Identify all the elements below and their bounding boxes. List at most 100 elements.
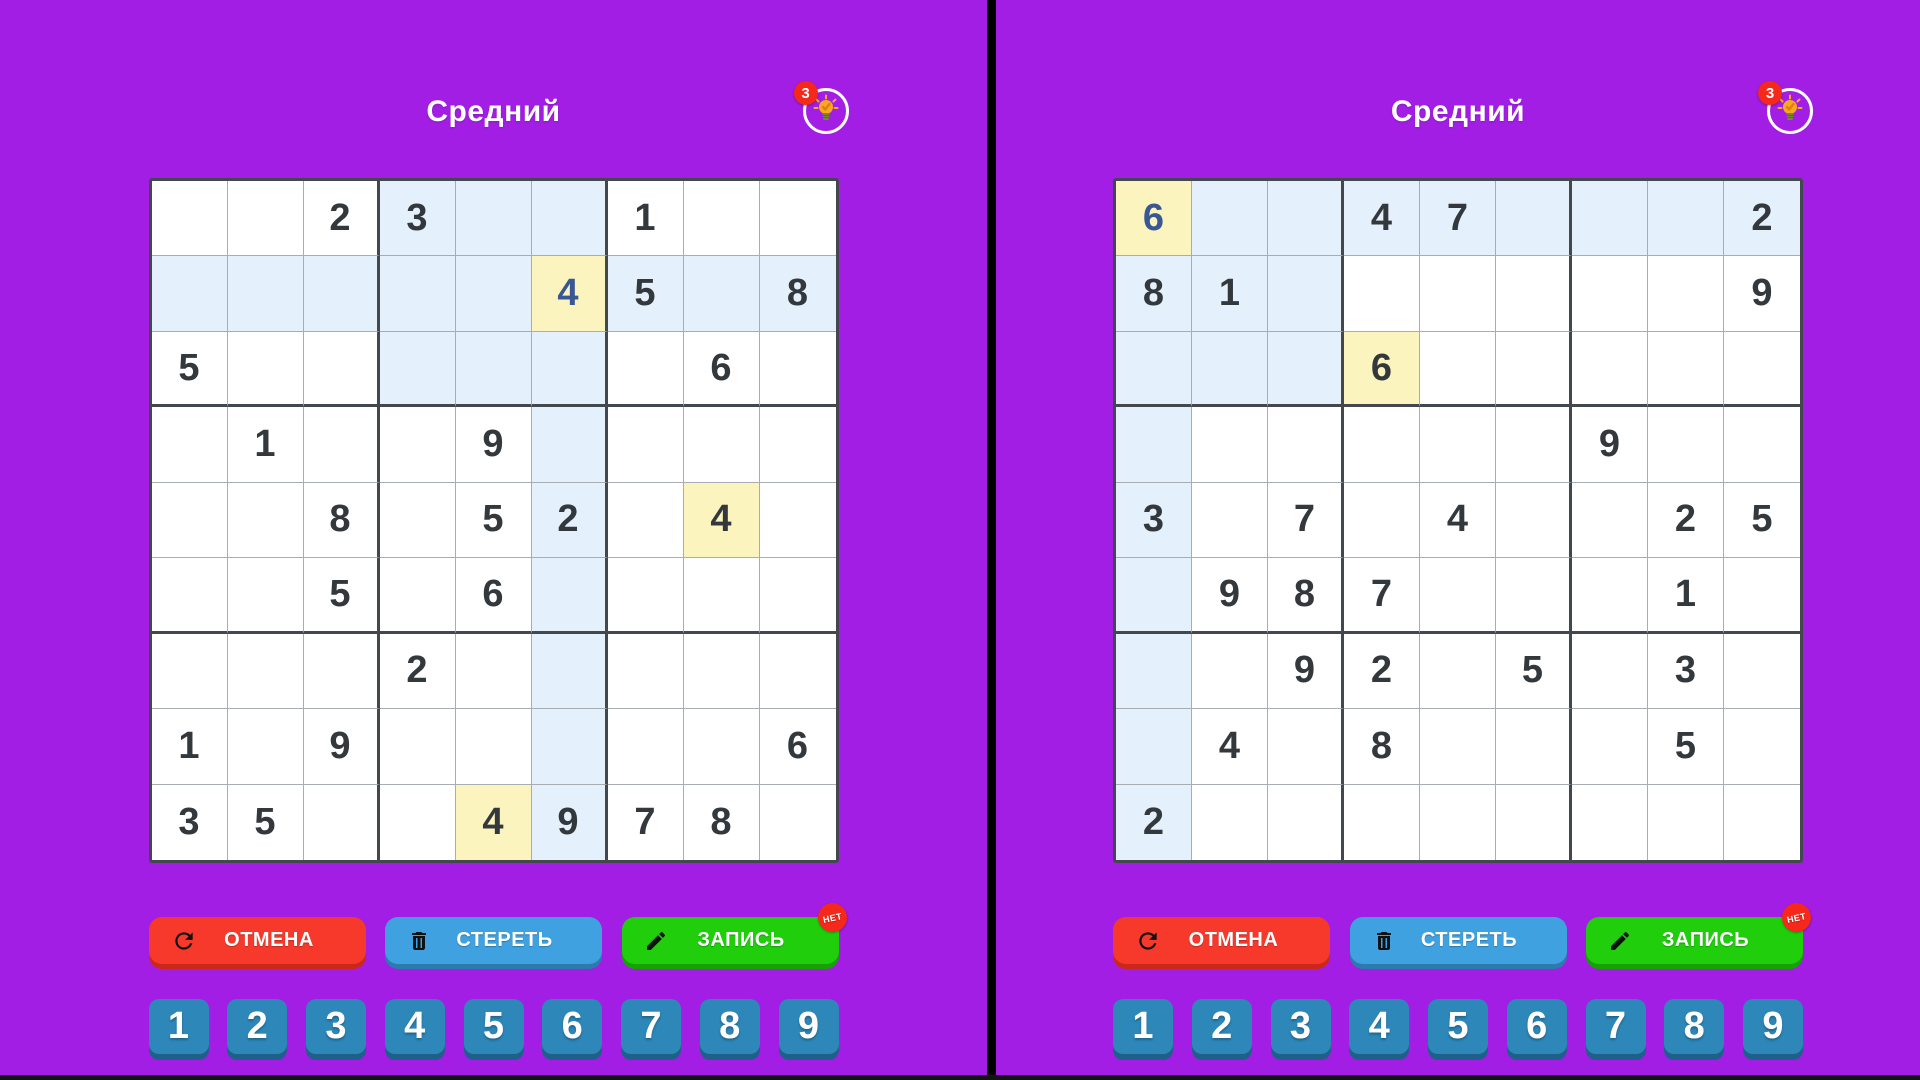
grid-cell[interactable] xyxy=(151,256,228,332)
grid-cell[interactable]: 2 xyxy=(1648,482,1724,559)
grid-cell[interactable]: 4 xyxy=(1420,482,1496,559)
numpad-button-8[interactable]: 8 xyxy=(699,999,760,1054)
grid-cell[interactable] xyxy=(1572,633,1648,710)
grid-cell[interactable] xyxy=(455,633,532,710)
grid-cell[interactable] xyxy=(683,181,760,257)
grid-cell[interactable]: 6 xyxy=(1344,331,1420,408)
grid-cell[interactable] xyxy=(379,482,456,559)
grid-cell[interactable]: 2 xyxy=(531,482,608,559)
grid-cell[interactable] xyxy=(759,181,836,257)
grid-cell[interactable]: 8 xyxy=(1116,256,1192,332)
grid-cell[interactable] xyxy=(607,331,684,408)
grid-cell[interactable]: 6 xyxy=(759,709,836,785)
grid-cell[interactable]: 7 xyxy=(1344,558,1420,634)
notes-button[interactable]: ЗАПИСЬ НЕТ xyxy=(621,900,850,964)
numpad-button-7[interactable]: 7 xyxy=(621,999,681,1054)
grid-cell[interactable]: 3 xyxy=(151,784,228,860)
grid-cell[interactable]: 9 xyxy=(455,407,532,483)
grid-cell[interactable] xyxy=(303,331,380,408)
grid-cell[interactable] xyxy=(1724,331,1800,408)
notes-button[interactable]: ЗАПИСЬ НЕТ xyxy=(1586,900,1814,964)
grid-cell[interactable] xyxy=(1268,709,1344,785)
grid-cell[interactable] xyxy=(379,558,456,634)
grid-cell[interactable] xyxy=(1420,256,1496,332)
grid-cell[interactable]: 5 xyxy=(455,482,532,559)
grid-cell[interactable]: 6 xyxy=(683,331,760,408)
grid-cell[interactable]: 6 xyxy=(455,558,532,634)
grid-cell[interactable]: 1 xyxy=(151,709,228,785)
grid-cell[interactable] xyxy=(1496,709,1572,785)
grid-cell[interactable] xyxy=(1192,482,1268,559)
grid-cell[interactable] xyxy=(1572,784,1648,860)
numpad-button-3[interactable]: 3 xyxy=(1270,999,1331,1054)
grid-cell[interactable] xyxy=(1116,558,1192,634)
hint-button[interactable]: 3 xyxy=(1758,81,1813,134)
grid-cell[interactable] xyxy=(1420,784,1496,860)
grid-cell[interactable]: 3 xyxy=(1648,633,1724,710)
grid-cell[interactable] xyxy=(1572,709,1648,785)
grid-cell[interactable] xyxy=(227,709,304,785)
grid-cell[interactable] xyxy=(759,558,836,634)
grid-cell[interactable] xyxy=(151,482,228,559)
grid-cell[interactable]: 1 xyxy=(607,181,684,257)
grid-cell[interactable] xyxy=(759,633,836,710)
grid-cell[interactable] xyxy=(1572,256,1648,332)
grid-cell[interactable] xyxy=(1496,482,1572,559)
grid-cell[interactable]: 9 xyxy=(1192,558,1268,634)
grid-cell[interactable] xyxy=(531,331,608,408)
numpad-button-2[interactable]: 2 xyxy=(227,999,288,1054)
grid-cell[interactable] xyxy=(1268,256,1344,332)
grid-cell[interactable]: 9 xyxy=(1572,407,1648,483)
grid-cell[interactable] xyxy=(227,482,304,559)
grid-cell[interactable] xyxy=(531,407,608,483)
grid-cell[interactable] xyxy=(1268,784,1344,860)
grid-cell[interactable]: 5 xyxy=(1648,709,1724,785)
grid-cell[interactable] xyxy=(683,407,760,483)
grid-cell[interactable] xyxy=(1648,407,1724,483)
numpad-button-5[interactable]: 5 xyxy=(463,999,524,1054)
grid-cell[interactable] xyxy=(455,181,532,257)
grid-cell[interactable] xyxy=(379,709,456,785)
grid-cell[interactable] xyxy=(1420,633,1496,710)
grid-cell[interactable] xyxy=(1724,558,1800,634)
grid-cell[interactable] xyxy=(531,709,608,785)
numpad-button-3[interactable]: 3 xyxy=(306,999,366,1054)
numpad-button-1[interactable]: 1 xyxy=(148,999,209,1054)
grid-cell[interactable] xyxy=(1648,181,1724,257)
erase-button[interactable]: СТЕРЕТЬ xyxy=(1349,917,1567,964)
grid-cell[interactable] xyxy=(1116,407,1192,483)
grid-cell[interactable] xyxy=(1724,784,1800,860)
grid-cell[interactable] xyxy=(607,407,684,483)
grid-cell[interactable]: 2 xyxy=(1344,633,1420,710)
grid-cell[interactable] xyxy=(1724,709,1800,785)
grid-cell[interactable] xyxy=(1496,558,1572,634)
grid-cell[interactable] xyxy=(1572,482,1648,559)
grid-cell[interactable] xyxy=(1116,709,1192,785)
grid-cell[interactable]: 7 xyxy=(607,784,684,860)
grid-cell[interactable] xyxy=(227,558,304,634)
grid-cell[interactable] xyxy=(683,558,760,634)
numpad-button-4[interactable]: 4 xyxy=(384,999,445,1054)
grid-cell[interactable] xyxy=(1496,181,1572,257)
grid-cell[interactable]: 2 xyxy=(1116,784,1192,860)
grid-cell[interactable]: 2 xyxy=(303,181,380,257)
grid-cell[interactable] xyxy=(303,784,380,860)
grid-cell[interactable] xyxy=(303,633,380,710)
grid-cell[interactable] xyxy=(607,482,684,559)
grid-cell[interactable] xyxy=(1268,181,1344,257)
grid-cell[interactable] xyxy=(1572,181,1648,257)
grid-cell[interactable] xyxy=(759,407,836,483)
grid-cell[interactable] xyxy=(1496,331,1572,408)
numpad-button-5[interactable]: 5 xyxy=(1428,999,1488,1054)
grid-cell[interactable]: 7 xyxy=(1268,482,1344,559)
grid-cell[interactable] xyxy=(1268,407,1344,483)
grid-cell[interactable] xyxy=(227,256,304,332)
grid-cell[interactable]: 5 xyxy=(151,331,228,408)
grid-cell[interactable] xyxy=(151,407,228,483)
grid-cell[interactable]: 9 xyxy=(303,709,380,785)
grid-cell[interactable] xyxy=(683,256,760,332)
grid-cell[interactable] xyxy=(1420,558,1496,634)
hint-button[interactable]: 3 xyxy=(793,81,849,134)
grid-cell[interactable] xyxy=(1420,709,1496,785)
grid-cell[interactable] xyxy=(1724,633,1800,710)
